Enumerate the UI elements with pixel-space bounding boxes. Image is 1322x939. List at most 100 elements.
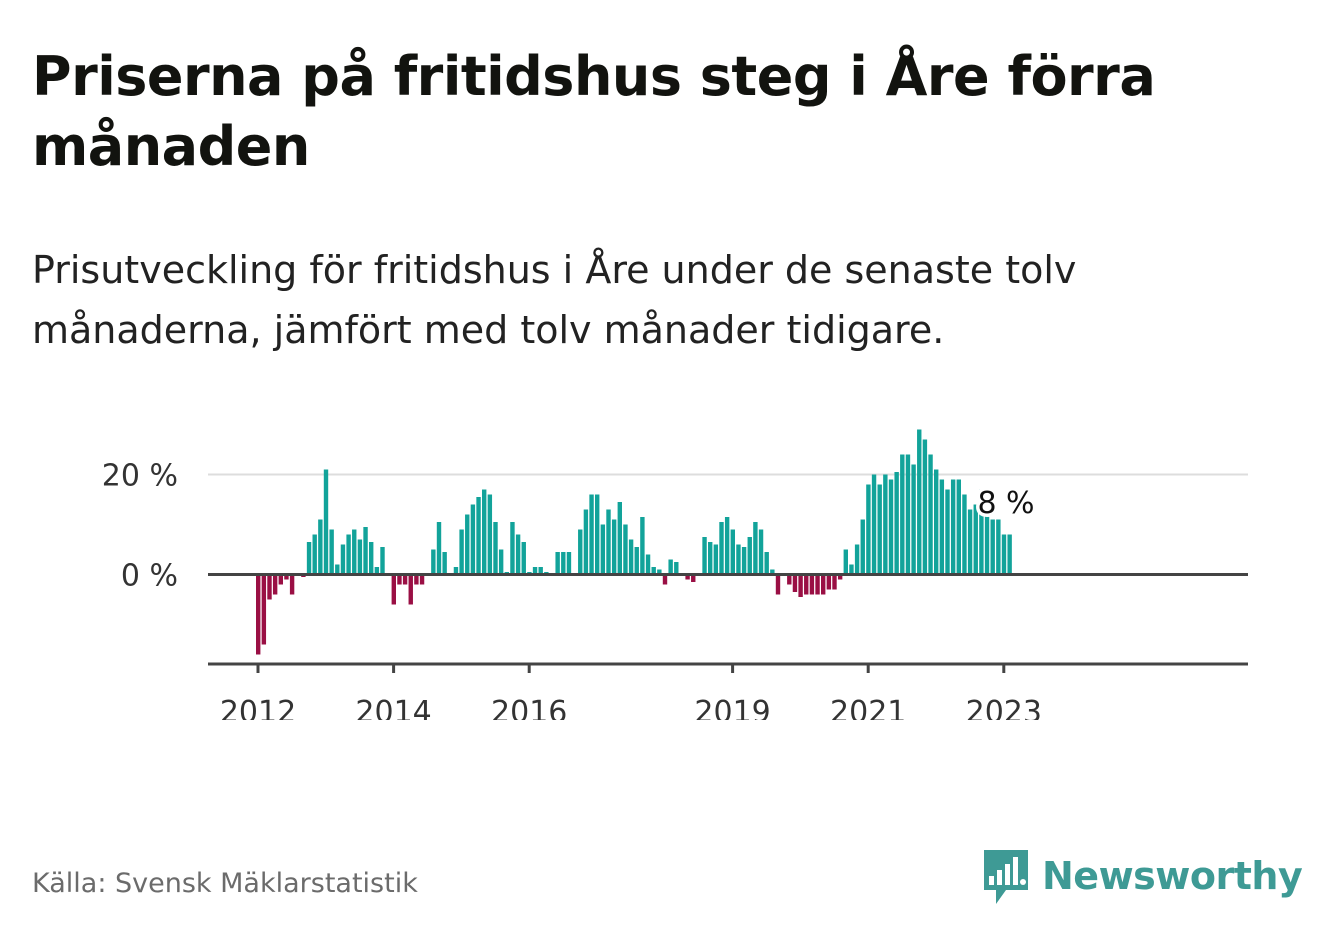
- bar: [617, 502, 622, 575]
- bar: [702, 537, 707, 575]
- bar: [453, 567, 459, 575]
- bar: [515, 534, 521, 575]
- bar: [1007, 534, 1012, 575]
- bar: [600, 524, 606, 575]
- newsworthy-logo-icon: [984, 850, 1028, 904]
- bar: [510, 522, 515, 575]
- bar: [719, 522, 724, 575]
- bar: [634, 547, 639, 575]
- bar: [306, 542, 312, 575]
- bar: [837, 574, 843, 580]
- bar: [566, 552, 572, 575]
- source-note: Källa: Svensk Mäklarstatistik: [32, 868, 418, 899]
- bar: [256, 574, 261, 655]
- bar: [578, 529, 583, 575]
- bar: [866, 484, 871, 575]
- bar: [747, 537, 752, 575]
- bar: [900, 454, 905, 575]
- bar: [628, 539, 634, 575]
- bar: [363, 527, 368, 575]
- brand-name: Newsworthy: [1042, 854, 1303, 898]
- bar: [380, 547, 385, 575]
- bar: [905, 454, 911, 575]
- bar: [871, 474, 877, 575]
- bar: [962, 494, 967, 575]
- bar: [272, 574, 278, 595]
- bar: [934, 469, 939, 575]
- bar: [877, 484, 882, 575]
- y-tick-label: 0 %: [121, 559, 178, 594]
- bar: [595, 494, 600, 575]
- bar: [911, 464, 916, 575]
- bar: [267, 574, 272, 600]
- brand-logo[interactable]: Newsworthy: [980, 846, 1303, 906]
- bar: [493, 522, 498, 575]
- bar: [640, 517, 645, 575]
- bar: [950, 479, 956, 575]
- bar: [369, 542, 374, 575]
- bar: [482, 489, 487, 575]
- bar: [470, 504, 476, 575]
- bar: [770, 569, 775, 575]
- bar: [346, 534, 351, 575]
- bar: [973, 504, 978, 575]
- bar: [787, 574, 792, 585]
- bars-layer: [256, 429, 1012, 655]
- bar: [442, 552, 447, 575]
- bar: [651, 567, 656, 575]
- bar: [312, 534, 317, 575]
- bar: [939, 479, 945, 575]
- bar: [826, 574, 832, 590]
- bar: [984, 509, 990, 575]
- bar: [498, 549, 504, 575]
- bar: [374, 567, 380, 575]
- bar: [583, 509, 589, 575]
- bar: [708, 542, 713, 575]
- bar: [278, 574, 283, 585]
- bar: [945, 489, 950, 575]
- bar: [849, 564, 854, 575]
- bar: [741, 547, 747, 575]
- bar: [792, 574, 798, 592]
- bar: [753, 522, 758, 575]
- bar: [758, 529, 764, 575]
- bar: [967, 509, 973, 575]
- axis-layer: [208, 573, 1248, 673]
- bar: [996, 519, 1001, 575]
- bar: [561, 552, 566, 575]
- bar: [402, 574, 408, 585]
- bar: [883, 474, 888, 575]
- bar: [645, 554, 651, 575]
- bar: [775, 574, 781, 595]
- bar: [289, 574, 295, 595]
- bar: [521, 542, 526, 575]
- bar: [854, 544, 860, 575]
- bar: [843, 549, 848, 575]
- bar: [335, 564, 340, 575]
- bar: [357, 539, 363, 575]
- bar: [352, 529, 357, 575]
- bar: [261, 574, 267, 645]
- bar: [465, 514, 470, 575]
- bar: [713, 544, 719, 575]
- bar: [736, 544, 741, 575]
- last-value-label: 8 %: [977, 486, 1034, 521]
- bar: [691, 574, 696, 582]
- bar: [414, 574, 419, 585]
- bar: [815, 574, 820, 595]
- bar: [821, 574, 826, 595]
- bar: [419, 574, 425, 585]
- bar: [809, 574, 815, 595]
- bar: [589, 494, 594, 575]
- bar: [956, 479, 961, 575]
- bar: [1001, 534, 1007, 575]
- x-tick-label: 2012: [220, 695, 296, 720]
- bar: [888, 479, 894, 575]
- bar: [804, 574, 809, 595]
- bar: [476, 497, 481, 575]
- bar: [532, 567, 538, 575]
- x-tick-label: 2019: [694, 695, 770, 720]
- bar: [436, 522, 442, 575]
- bar: [860, 519, 865, 575]
- bar: [611, 519, 617, 575]
